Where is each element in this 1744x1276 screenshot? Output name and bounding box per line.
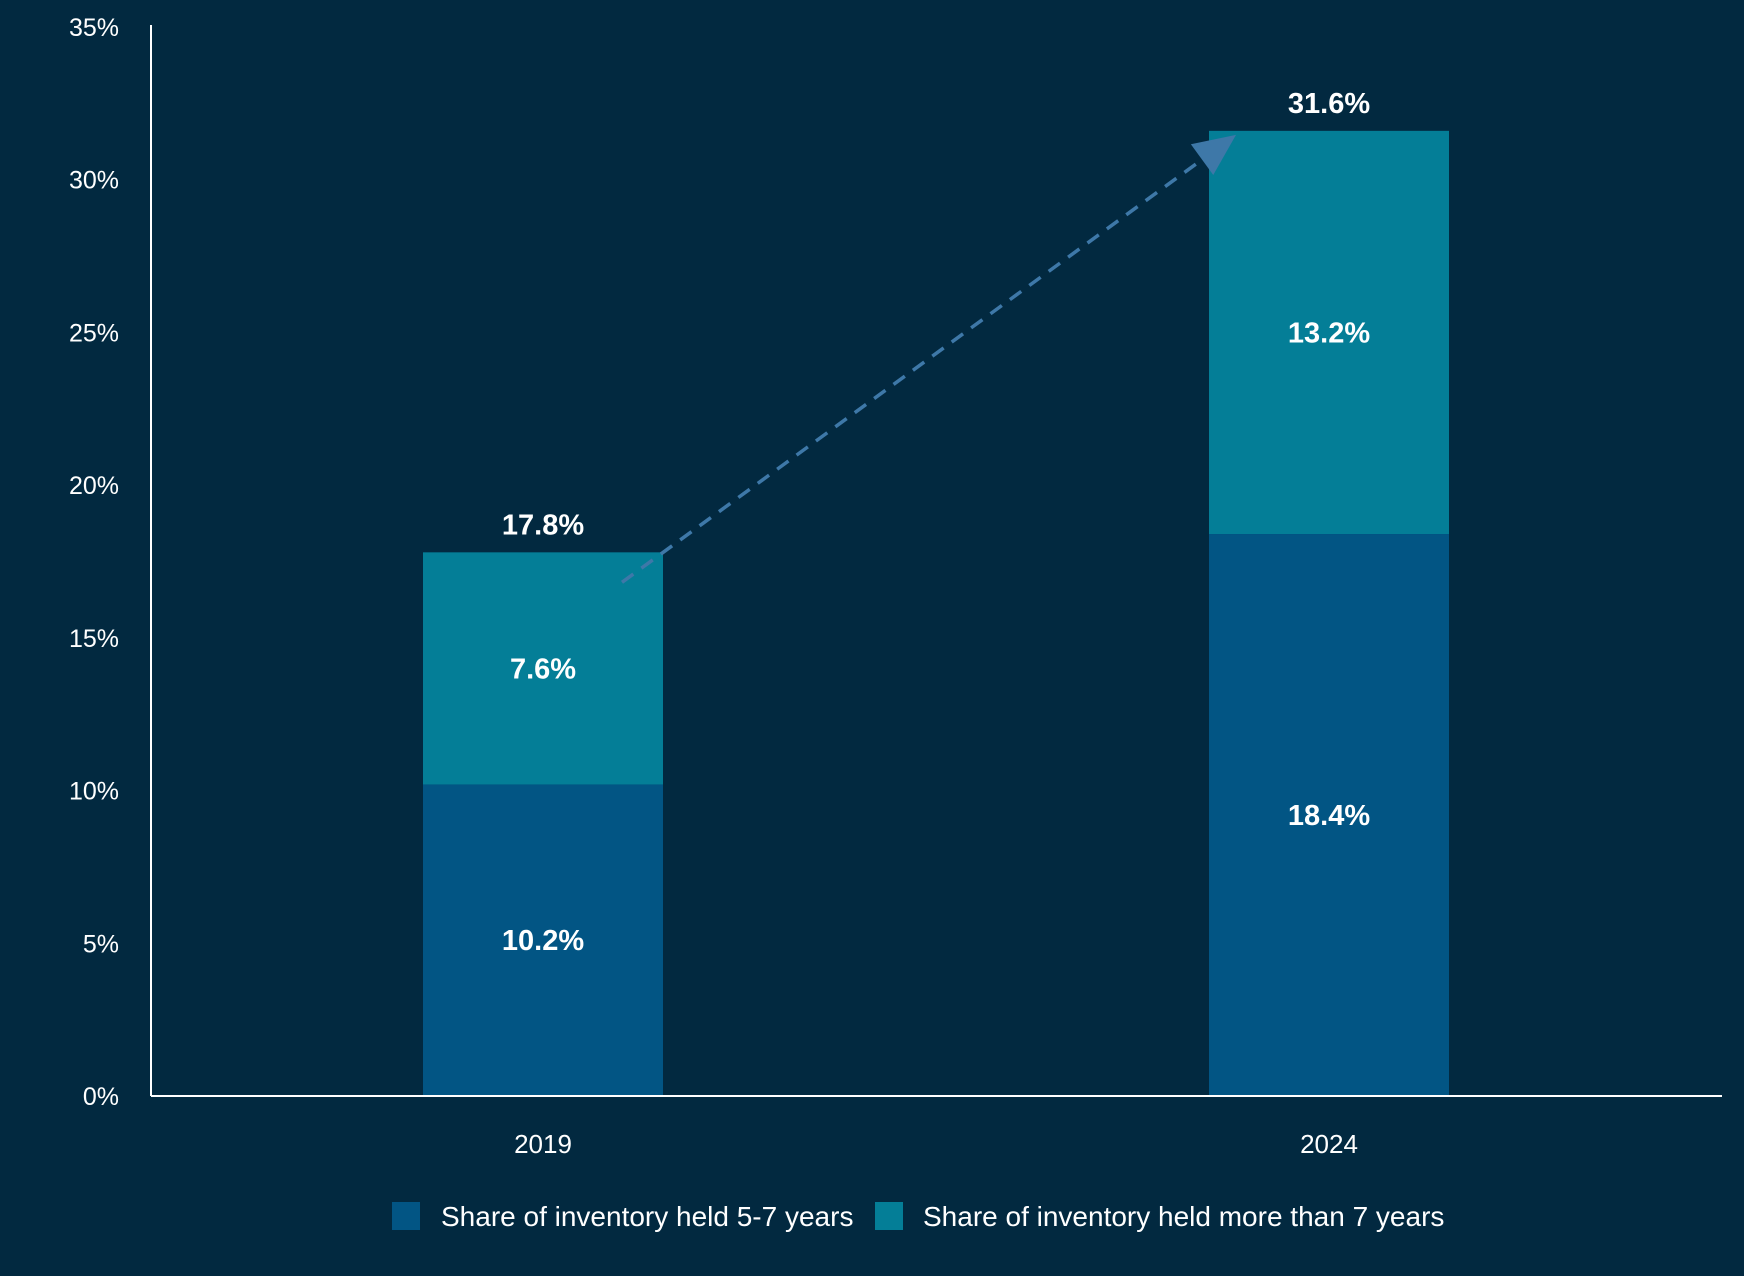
- trend-annotation: [620, 134, 1236, 584]
- trend-arrow-head: [1190, 134, 1236, 175]
- x-category-label: 2019: [514, 1129, 572, 1159]
- legend-label-series-2: Share of inventory held more than 7 year…: [923, 1201, 1444, 1232]
- total-value-label: 17.8%: [502, 509, 584, 541]
- trend-arrow-line: [620, 153, 1210, 584]
- legend-swatch-series-2: [875, 1202, 903, 1230]
- y-tick-label: 10%: [69, 778, 119, 806]
- axes-group: [150, 25, 1722, 1097]
- legend-label-series-1: Share of inventory held 5-7 years: [441, 1201, 853, 1232]
- data-labels-group: 10.2% 7.6% 17.8% 18.4% 13.2% 31.6%: [502, 88, 1370, 957]
- y-tick-label: 0%: [83, 1083, 119, 1111]
- x-axis-labels: 2019 2024: [514, 1129, 1358, 1159]
- y-tick-label: 20%: [69, 472, 119, 500]
- bar-segment-2024-series-2: [1209, 130, 1449, 535]
- legend-swatch-series-1: [392, 1202, 420, 1230]
- y-tick-label: 30%: [69, 167, 119, 195]
- y-tick-label: 5%: [83, 930, 119, 958]
- y-tick-label: 15%: [69, 625, 119, 653]
- segment-value-label: 13.2%: [1288, 317, 1370, 349]
- bar-segment-2019-series-2: [423, 552, 663, 785]
- y-tick-label: 25%: [69, 319, 119, 347]
- x-category-label: 2024: [1300, 1129, 1358, 1159]
- bar-segment-2019-series-1: [423, 784, 663, 1096]
- total-value-label: 31.6%: [1288, 88, 1370, 120]
- bar-segment-2024-series-1: [1209, 534, 1449, 1096]
- segment-value-label: 18.4%: [1288, 800, 1370, 832]
- segment-value-label: 10.2%: [502, 925, 584, 957]
- legend: Share of inventory held 5-7 years Share o…: [392, 1201, 1444, 1232]
- bars-group: [423, 130, 1449, 1096]
- y-tick-label: 35%: [69, 14, 119, 42]
- segment-value-label: 7.6%: [510, 653, 576, 685]
- y-axis-ticks: 0% 5% 10% 15% 20% 25% 30% 35%: [69, 14, 119, 1111]
